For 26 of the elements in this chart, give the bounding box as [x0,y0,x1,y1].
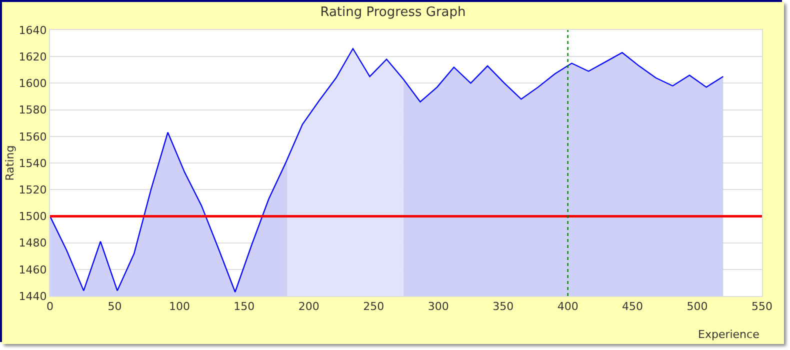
y-tick-label: 1440 [18,290,47,303]
x-tick-label: 300 [428,300,449,314]
y-tick-label: 1620 [18,50,47,64]
chart-title: Rating Progress Graph [320,5,466,20]
y-tick-label: 1500 [18,210,47,224]
x-tick-label: 200 [298,300,320,314]
x-tick-label: 50 [108,300,122,314]
x-axis-title: Experience [698,328,760,341]
y-tick-label: 1480 [18,236,47,250]
x-tick-label: 400 [557,300,578,314]
y-tick-label: 1540 [18,156,47,170]
y-tick-label: 1520 [18,183,47,196]
x-tick-label: 500 [686,300,708,314]
x-tick-label: 150 [234,300,255,314]
x-tick-label: 550 [752,300,772,314]
x-tick-label: 100 [168,300,190,314]
x-tick-label: 0 [46,300,54,314]
x-tick-label: 450 [622,300,644,314]
y-tick-label: 1640 [18,24,47,37]
y-axis-title: Rating [3,145,16,181]
x-tick-label: 350 [492,300,514,314]
y-tick-label: 1600 [18,77,47,90]
y-tick-label: 1460 [18,263,47,276]
y-tick-label: 1580 [18,104,47,117]
y-tick-label: 1560 [18,130,47,144]
x-tick-label: 250 [363,300,384,314]
